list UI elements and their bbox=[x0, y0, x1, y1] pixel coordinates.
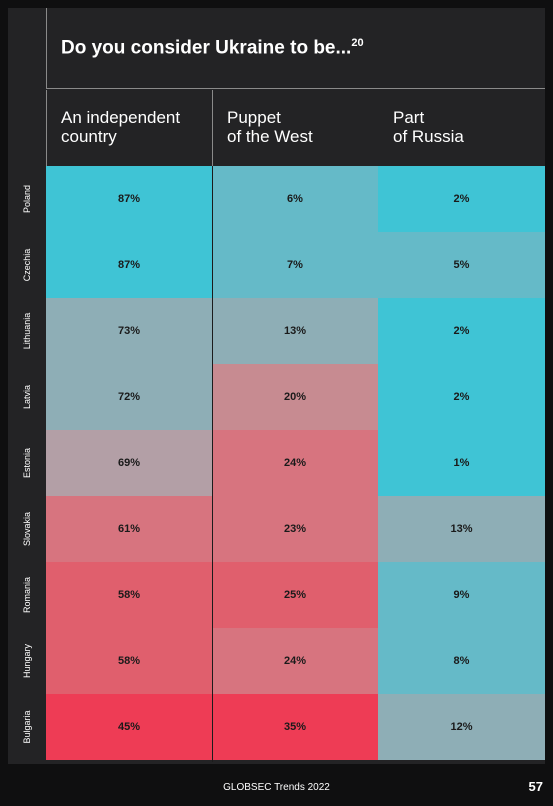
row-label-cell: Estonia bbox=[8, 430, 46, 496]
cell-value: 8% bbox=[453, 655, 470, 667]
row-label-cell: Slovakia bbox=[8, 496, 46, 562]
cell-value: 69% bbox=[117, 457, 141, 469]
cell-value: 58% bbox=[117, 589, 141, 601]
heatmap-cell: 87% bbox=[46, 166, 212, 232]
heatmap-cell: 9% bbox=[378, 562, 545, 628]
heatmap-cell: 25% bbox=[212, 562, 378, 628]
heatmap-cell: 45% bbox=[46, 694, 212, 760]
heatmap-cell: 6% bbox=[212, 166, 378, 232]
cell-value: 45% bbox=[117, 721, 141, 733]
column-header-line: Part bbox=[393, 108, 425, 127]
heatmap-cell: 73% bbox=[46, 298, 212, 364]
heatmap-cell: 12% bbox=[378, 694, 545, 760]
row-label-cell: Romania bbox=[8, 562, 46, 628]
cell-value: 12% bbox=[450, 721, 473, 733]
heatmap-cell: 72% bbox=[46, 364, 212, 430]
heatmap-cell: 24% bbox=[212, 430, 378, 496]
column-header: Part of Russia bbox=[378, 90, 545, 166]
cell-value: 58% bbox=[117, 655, 141, 667]
cell-value: 87% bbox=[117, 259, 141, 271]
cell-value: 72% bbox=[117, 391, 141, 403]
row-label: Hungary bbox=[22, 643, 32, 679]
column-header-line: of Russia bbox=[393, 127, 464, 146]
cell-value: 2% bbox=[453, 193, 470, 205]
row-label: Poland bbox=[22, 184, 32, 214]
cell-value: 35% bbox=[283, 721, 307, 733]
cell-value: 73% bbox=[117, 325, 141, 337]
heatmap-cell: 35% bbox=[212, 694, 378, 760]
column-header: Puppet of the West bbox=[212, 90, 378, 166]
cell-value: 1% bbox=[453, 457, 470, 469]
cell-value: 20% bbox=[283, 391, 307, 403]
cell-value: 13% bbox=[283, 325, 307, 337]
cell-value: 9% bbox=[453, 589, 470, 601]
column-divider bbox=[212, 166, 213, 762]
cell-value: 23% bbox=[283, 523, 307, 535]
header-separator bbox=[212, 90, 213, 166]
chart-title: Do you consider Ukraine to be...20 bbox=[61, 37, 364, 59]
column-header-line: of the West bbox=[227, 127, 313, 146]
heatmap-cell: 8% bbox=[378, 628, 545, 694]
page-number: 57 bbox=[528, 779, 543, 794]
cell-value: 24% bbox=[283, 655, 307, 667]
heatmap-cell: 20% bbox=[212, 364, 378, 430]
heatmap-cell: 1% bbox=[378, 430, 545, 496]
row-label: Lithuania bbox=[22, 312, 32, 350]
cell-value: 25% bbox=[283, 589, 307, 601]
column-header-line: An independent bbox=[61, 108, 181, 127]
header-separator bbox=[46, 90, 47, 166]
row-label-cell: Lithuania bbox=[8, 298, 46, 364]
heatmap-cell: 2% bbox=[378, 298, 545, 364]
cell-value: 24% bbox=[283, 457, 307, 469]
chart-title-text: Do you consider Ukraine to be... bbox=[61, 37, 352, 59]
row-label: Latvia bbox=[22, 384, 32, 410]
cell-value: 6% bbox=[287, 193, 303, 205]
column-header: An independent country bbox=[46, 90, 212, 166]
heatmap-cell: 61% bbox=[46, 496, 212, 562]
cell-value: 5% bbox=[453, 259, 470, 271]
heatmap-cell: 13% bbox=[212, 298, 378, 364]
column-header-line: Puppet bbox=[227, 108, 281, 127]
cell-value: 13% bbox=[450, 523, 473, 535]
row-label: Bulgaria bbox=[22, 710, 32, 744]
heatmap-cell: 58% bbox=[46, 628, 212, 694]
heatmap-cell: 7% bbox=[212, 232, 378, 298]
row-label-cell: Bulgaria bbox=[8, 694, 46, 760]
heatmap-cell: 58% bbox=[46, 562, 212, 628]
row-label: Estonia bbox=[22, 447, 32, 479]
heatmap-cell: 5% bbox=[378, 232, 545, 298]
row-label-cell: Czechia bbox=[8, 232, 46, 298]
heatmap-cell: 23% bbox=[212, 496, 378, 562]
row-label-cell: Latvia bbox=[8, 364, 46, 430]
row-label: Czechia bbox=[22, 248, 32, 282]
row-label: Romania bbox=[22, 576, 32, 614]
cell-value: 87% bbox=[117, 193, 141, 205]
heatmap-cell: 24% bbox=[212, 628, 378, 694]
cell-value: 2% bbox=[453, 325, 470, 337]
row-label-cell: Hungary bbox=[8, 628, 46, 694]
heatmap-cell: 13% bbox=[378, 496, 545, 562]
row-label-cell: Poland bbox=[8, 166, 46, 232]
heatmap-cell: 2% bbox=[378, 166, 545, 232]
cell-value: 7% bbox=[287, 259, 303, 271]
row-label: Slovakia bbox=[22, 511, 32, 547]
heatmap-cell: 87% bbox=[46, 232, 212, 298]
title-footnote-ref: 20 bbox=[351, 37, 364, 49]
heatmap-cell: 69% bbox=[46, 430, 212, 496]
cell-value: 2% bbox=[453, 391, 470, 403]
title-box bbox=[46, 8, 545, 89]
cell-value: 61% bbox=[117, 523, 141, 535]
footer-publication: GLOBSEC Trends 2022 bbox=[223, 782, 330, 793]
heatmap-cell: 2% bbox=[378, 364, 545, 430]
column-header-line: country bbox=[61, 127, 117, 146]
